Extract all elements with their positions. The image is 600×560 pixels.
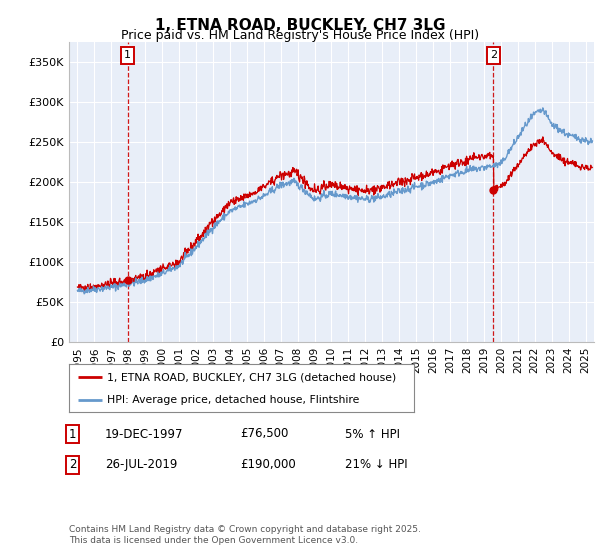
Text: Price paid vs. HM Land Registry's House Price Index (HPI): Price paid vs. HM Land Registry's House …: [121, 29, 479, 42]
Text: 2: 2: [490, 50, 497, 60]
Text: 5% ↑ HPI: 5% ↑ HPI: [345, 427, 400, 441]
Text: 26-JUL-2019: 26-JUL-2019: [105, 458, 178, 472]
Text: 2: 2: [69, 458, 77, 472]
Text: 1, ETNA ROAD, BUCKLEY, CH7 3LG (detached house): 1, ETNA ROAD, BUCKLEY, CH7 3LG (detached…: [107, 372, 396, 382]
Text: £190,000: £190,000: [240, 458, 296, 472]
Text: Contains HM Land Registry data © Crown copyright and database right 2025.
This d: Contains HM Land Registry data © Crown c…: [69, 525, 421, 545]
Text: 1, ETNA ROAD, BUCKLEY, CH7 3LG: 1, ETNA ROAD, BUCKLEY, CH7 3LG: [155, 18, 445, 33]
Text: 1: 1: [124, 50, 131, 60]
Text: 21% ↓ HPI: 21% ↓ HPI: [345, 458, 407, 472]
Text: 19-DEC-1997: 19-DEC-1997: [105, 427, 184, 441]
Text: HPI: Average price, detached house, Flintshire: HPI: Average price, detached house, Flin…: [107, 395, 359, 405]
Text: £76,500: £76,500: [240, 427, 289, 441]
Text: 1: 1: [69, 427, 77, 441]
